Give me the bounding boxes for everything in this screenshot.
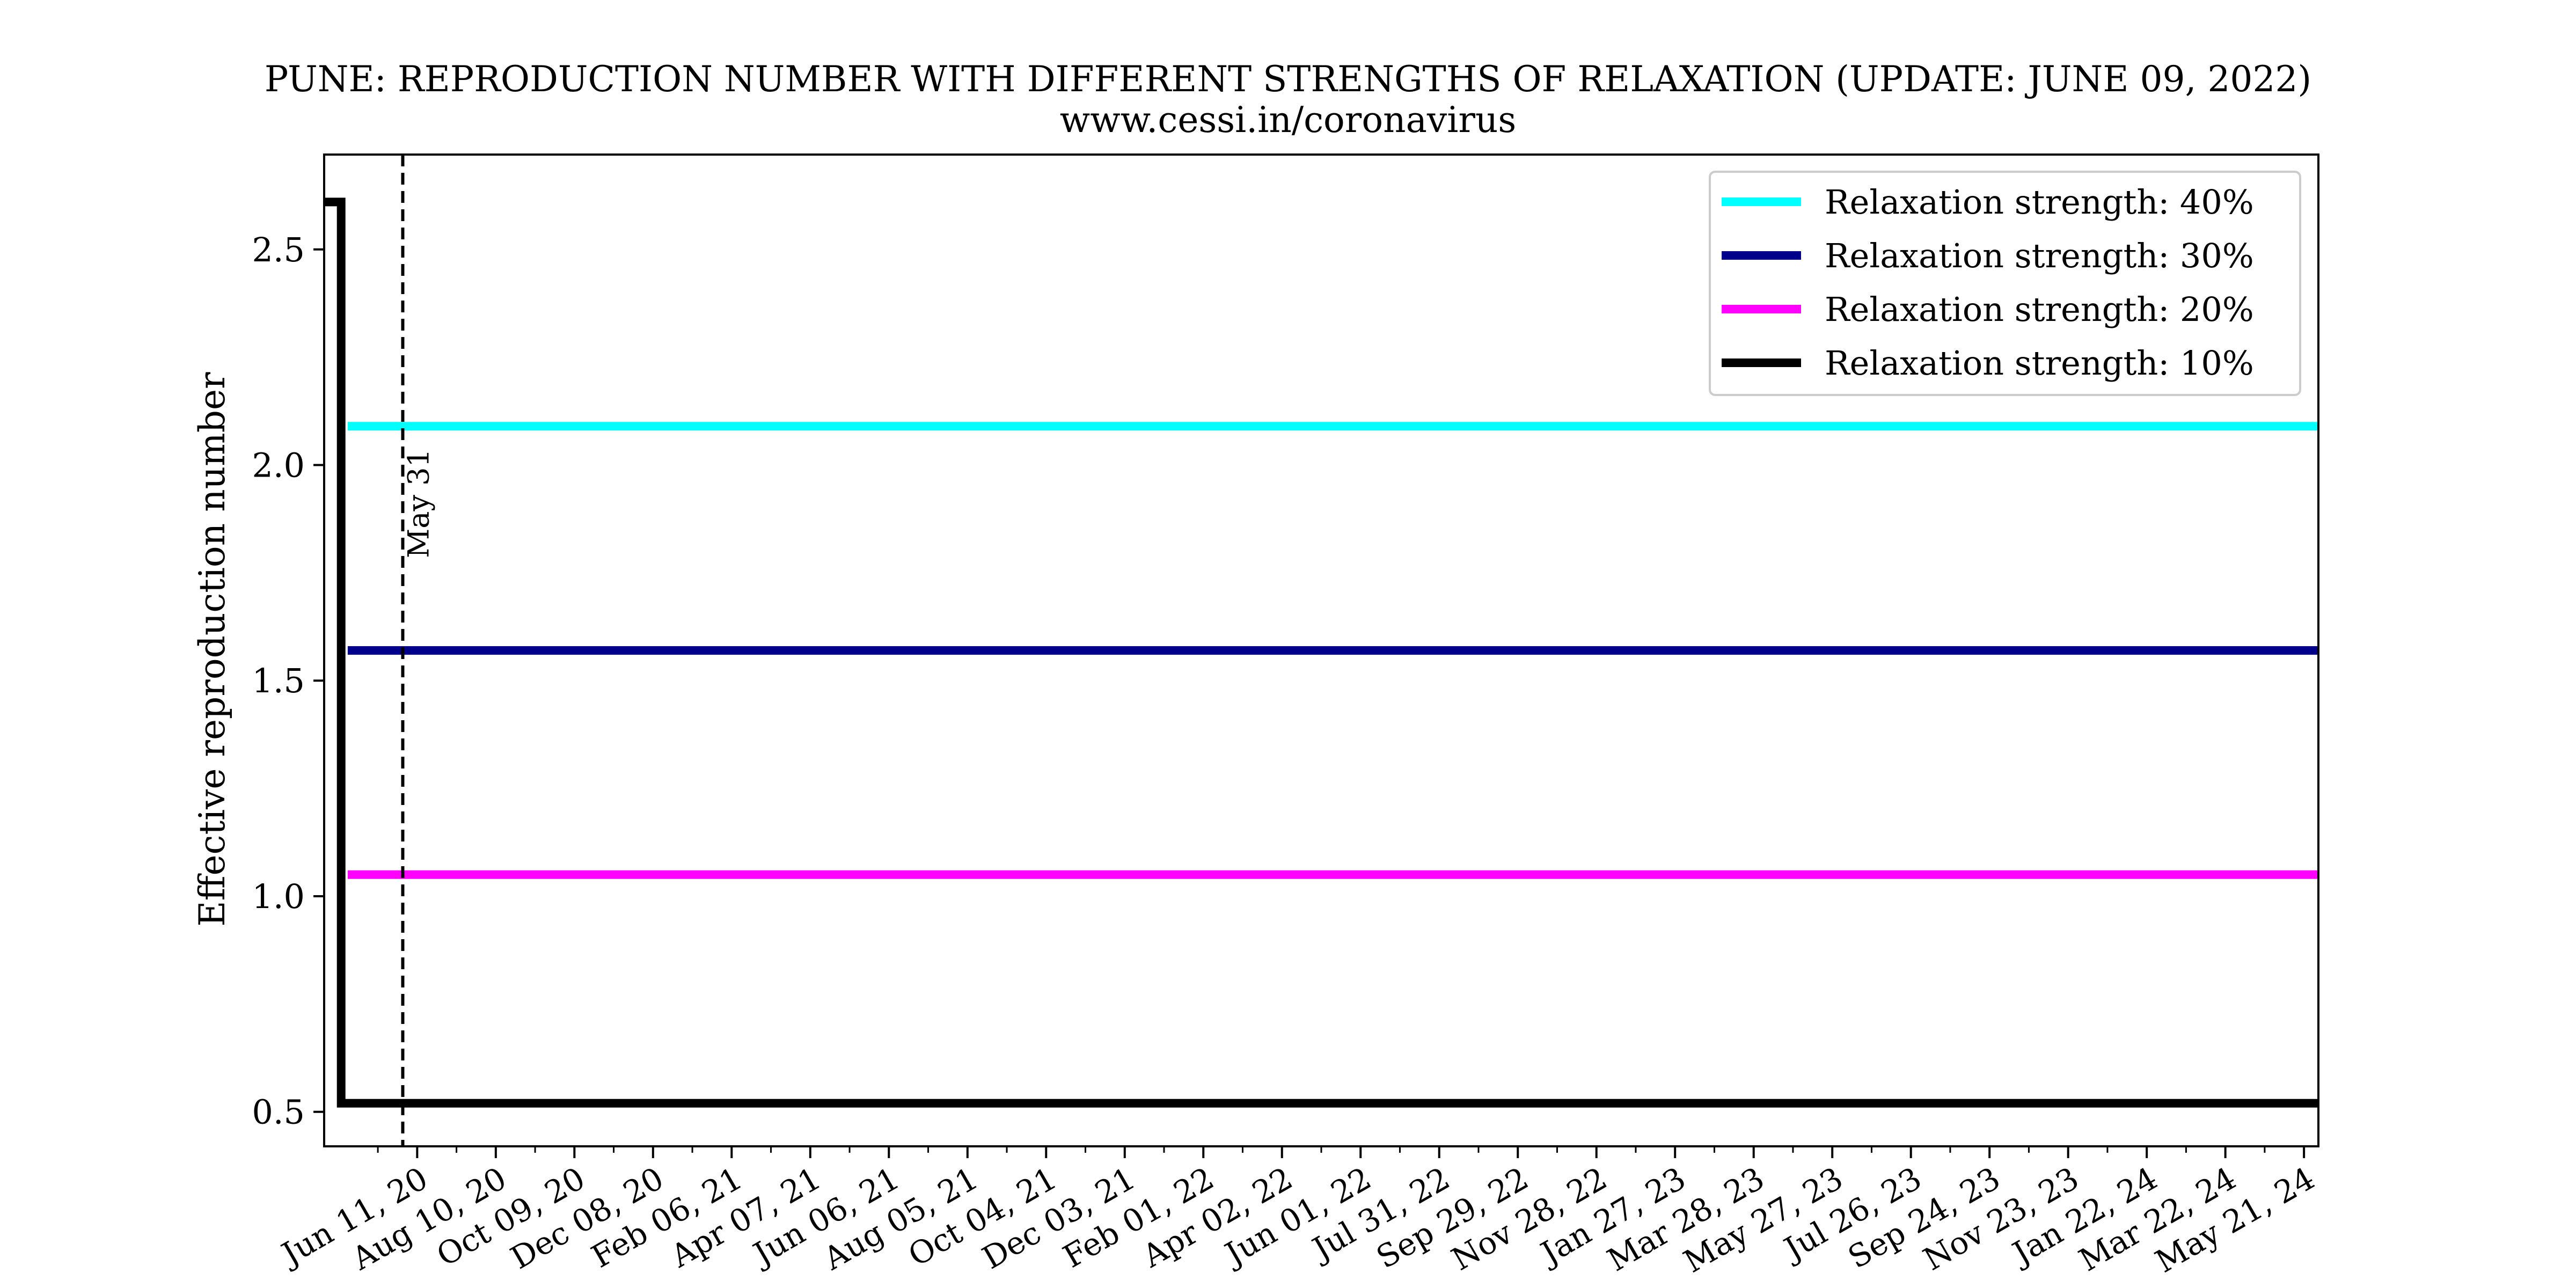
plot-area: May 31: [324, 155, 2318, 1146]
y-tick-label: 2.0: [252, 446, 305, 485]
legend-label: Relaxation strength: 10%: [1825, 343, 2254, 383]
chart-title: PUNE: REPRODUCTION NUMBER WITH DIFFERENT…: [265, 58, 2311, 100]
y-tick-label: 1.5: [252, 661, 305, 700]
legend-label: Relaxation strength: 40%: [1825, 182, 2254, 222]
annotation-label: May 31: [401, 449, 435, 558]
y-tick-label: 2.5: [252, 230, 305, 269]
legend-label: Relaxation strength: 30%: [1825, 236, 2254, 275]
legend-box: [1709, 171, 2301, 396]
y-axis: 0.5 1.0 1.5 2.0 2.5: [252, 230, 324, 1132]
legend-label: Relaxation strength: 20%: [1825, 290, 2254, 329]
chart-subtitle: www.cessi.in/coronavirus: [1060, 99, 1517, 141]
y-tick-label: 1.0: [252, 877, 305, 916]
y-axis-label: Effective reproduction number: [192, 372, 233, 927]
series-line-4: [324, 197, 2318, 1108]
legend: Relaxation strength: 40% Relaxation stren…: [1709, 171, 2301, 396]
y-tick-label: 0.5: [252, 1093, 305, 1132]
